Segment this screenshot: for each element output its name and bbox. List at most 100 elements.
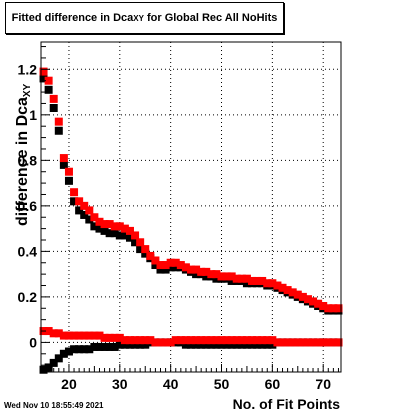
data-point-series-2 [293, 290, 302, 299]
data-point-series-1 [242, 279, 251, 288]
y-axis-label: difference in DcaXY [14, 83, 33, 226]
data-point-series-4 [319, 338, 328, 347]
data-point-series-2 [258, 276, 267, 285]
data-point-series-2 [202, 267, 211, 276]
data-point-series-3 [80, 345, 89, 354]
data-point-series-1 [125, 233, 134, 242]
data-point-series-2 [288, 288, 297, 297]
data-point-series-4 [110, 333, 119, 342]
data-point-series-4 [329, 338, 338, 347]
axis-ticks: 20 30 40 50 60 70 0 0.2 0.4 0.6 0.8 1 1.2 [18, 46, 339, 392]
data-point-series-1 [44, 85, 53, 94]
data-point-series-3 [232, 340, 241, 349]
data-point-series-4 [136, 336, 145, 345]
data-point-series-3 [131, 340, 140, 349]
data-point-series-2 [39, 67, 48, 76]
data-point-series-1 [49, 104, 58, 112]
data-point-series-4 [64, 331, 73, 340]
data-point-series-3 [202, 340, 211, 349]
data-point-series-1 [136, 245, 145, 254]
data-point-series-4 [248, 336, 257, 345]
data-point-series-2 [242, 274, 251, 283]
data-point-series-3 [181, 340, 190, 349]
data-point-series-4 [192, 336, 201, 345]
data-point-series-3 [268, 340, 277, 349]
data-point-series-1 [161, 265, 170, 274]
data-point-series-1 [192, 270, 201, 279]
data-point-series-3 [227, 340, 236, 349]
data-point-series-4 [212, 336, 221, 345]
data-point-series-2 [192, 265, 201, 274]
data-point-series-4 [309, 338, 318, 347]
data-point-series-4 [278, 338, 287, 347]
data-point-series-1 [64, 176, 73, 185]
data-point-series-2 [283, 286, 292, 295]
data-point-series-3 [49, 358, 58, 367]
data-point-series-4 [242, 336, 251, 345]
data-point-series-4 [334, 338, 343, 347]
data-point-series-4 [258, 336, 267, 345]
data-point-series-1 [39, 74, 48, 83]
data-point-series-3 [141, 340, 150, 349]
data-point-series-2 [248, 276, 257, 285]
data-point-series-1 [141, 249, 150, 258]
y-tick-label: 1 [29, 107, 37, 123]
data-point-series-3 [100, 342, 109, 351]
data-point-series-3 [105, 342, 114, 351]
data-point-series-2 [171, 258, 180, 267]
data-point-series-2 [324, 304, 333, 313]
data-point-series-2 [59, 154, 68, 163]
data-point-series-1 [151, 261, 160, 270]
data-point-series-4 [49, 329, 58, 338]
data-point-series-3 [207, 340, 216, 349]
data-point-series-4 [100, 333, 109, 342]
data-point-series-2 [227, 272, 236, 281]
chart-title: Fitted difference in Dca XY for Global Re… [5, 2, 284, 34]
data-point-series-3 [222, 340, 231, 349]
data-point-series-4 [222, 336, 231, 345]
data-point-series-3 [44, 363, 53, 372]
data-point-series-4 [298, 338, 307, 347]
data-point-series-3 [248, 340, 257, 349]
data-point-series-3 [136, 340, 145, 349]
data-point-series-4 [85, 331, 94, 340]
data-point-series-2 [95, 217, 104, 226]
data-point-series-2 [319, 302, 328, 310]
data-point-series-4 [187, 336, 195, 345]
chart-title-subscript: XY [133, 13, 144, 23]
y-tick-label: 0 [29, 334, 37, 350]
data-point-series-2 [253, 276, 262, 285]
data-point-series-4 [288, 338, 297, 347]
data-point-series-1 [90, 222, 99, 231]
data-point-series-4 [125, 336, 134, 345]
data-point-series-2 [115, 222, 124, 231]
data-markers [39, 67, 343, 374]
data-point-series-2 [80, 201, 89, 210]
x-axis-label: No. of Fit Points [232, 396, 340, 412]
data-point-series-3 [217, 340, 226, 349]
x-tick-label: 20 [61, 376, 77, 392]
data-point-series-1 [95, 224, 104, 233]
data-point-series-4 [115, 333, 124, 342]
data-point-series-4 [90, 331, 99, 340]
data-point-series-4 [161, 338, 170, 347]
data-point-series-3 [212, 340, 221, 349]
data-point-series-1 [85, 215, 94, 224]
data-point-series-2 [70, 188, 79, 197]
data-point-series-4 [293, 338, 302, 347]
data-point-series-2 [268, 279, 277, 288]
data-point-series-4 [314, 338, 323, 347]
x-tick-label: 30 [112, 376, 128, 392]
data-point-series-2 [222, 272, 231, 281]
data-point-series-4 [283, 338, 292, 347]
data-point-series-2 [187, 265, 195, 274]
data-point-series-4 [232, 336, 241, 345]
data-point-series-1 [171, 263, 180, 272]
data-point-series-2 [146, 251, 155, 260]
data-point-series-3 [54, 354, 63, 363]
data-point-series-1 [212, 274, 221, 283]
data-point-series-1 [105, 229, 114, 238]
data-point-series-1 [54, 126, 63, 135]
data-point-series-4 [207, 336, 216, 345]
